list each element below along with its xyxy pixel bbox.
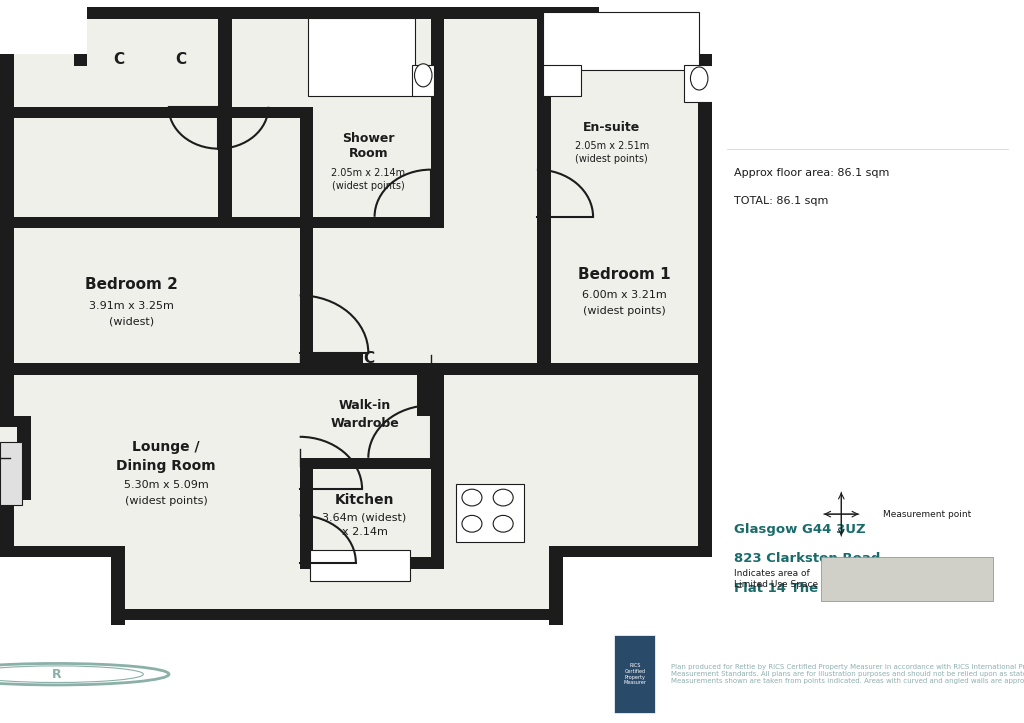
Text: 5.30m x 5.09m: 5.30m x 5.09m	[124, 480, 209, 490]
Bar	[74, 43, 87, 66]
Text: 2.05m x 2.51m: 2.05m x 2.51m	[574, 140, 649, 150]
Text: Kitchen: Kitchen	[335, 492, 394, 507]
Text: (widest): (widest)	[109, 317, 154, 327]
Bar	[112, 557, 125, 632]
Bar	[0, 546, 125, 557]
Bar	[431, 364, 698, 375]
Text: 2.05m x 2.14m: 2.05m x 2.14m	[331, 168, 406, 178]
Bar	[13, 107, 300, 119]
Text: Indicates area of
Limited Use Space: Indicates area of Limited Use Space	[733, 569, 818, 589]
Bar	[300, 107, 313, 217]
Bar	[300, 557, 444, 569]
Text: (widest points): (widest points)	[125, 496, 208, 505]
Bar	[308, 17, 415, 96]
Bar	[300, 217, 313, 364]
Wedge shape	[870, 625, 1024, 640]
Text: 6.00m x 3.21m: 6.00m x 3.21m	[582, 291, 667, 300]
Text: x 2.14m: x 2.14m	[342, 527, 387, 537]
Bar	[543, 12, 699, 70]
Text: Glasgow G44 3UZ: Glasgow G44 3UZ	[733, 523, 865, 536]
Bar	[599, 7, 613, 54]
Text: TOTAL: 86.1 sqm: TOTAL: 86.1 sqm	[733, 196, 828, 206]
Text: 3.91m x 3.25m: 3.91m x 3.25m	[89, 301, 173, 311]
Bar	[300, 458, 313, 557]
Text: En-suite: En-suite	[584, 121, 640, 134]
Bar	[0, 427, 17, 488]
Bar	[543, 65, 581, 96]
Bar	[0, 442, 23, 505]
Ellipse shape	[690, 67, 708, 90]
Text: Approx floor area: 86.1 sqm: Approx floor area: 86.1 sqm	[733, 168, 889, 178]
Bar	[0, 7, 87, 54]
Bar	[698, 7, 712, 557]
Bar	[821, 557, 993, 601]
Bar	[563, 557, 712, 632]
Bar	[313, 352, 364, 364]
Text: Room: Room	[348, 147, 388, 161]
Text: R: R	[51, 668, 61, 680]
Bar	[599, 43, 712, 54]
Text: (widest points): (widest points)	[583, 306, 666, 316]
Bar	[0, 488, 31, 500]
Bar	[613, 7, 725, 43]
Bar	[17, 416, 31, 500]
Text: Bedroom 2: Bedroom 2	[85, 278, 177, 292]
Text: Shower: Shower	[342, 132, 394, 145]
Text: (widest points): (widest points)	[575, 154, 648, 164]
Bar	[431, 458, 444, 557]
Text: Flat 14 The Fairways: Flat 14 The Fairways	[733, 582, 888, 595]
Bar	[0, 557, 112, 632]
Text: Plan produced for Rettie by RICS Certified Property Measurer in accordance with : Plan produced for Rettie by RICS Certifi…	[671, 664, 1024, 684]
Bar	[309, 550, 410, 581]
Bar	[0, 7, 13, 557]
Text: Walk-in: Walk-in	[339, 399, 391, 412]
Text: Dining Room: Dining Room	[117, 459, 216, 473]
Bar	[549, 546, 712, 557]
Text: Bedroom 1: Bedroom 1	[578, 267, 671, 282]
Text: C: C	[362, 351, 374, 366]
Text: RICS
Certified
Property
Measurer: RICS Certified Property Measurer	[624, 663, 646, 685]
Bar	[599, 7, 712, 54]
Bar	[218, 7, 232, 217]
Text: C: C	[113, 52, 124, 67]
Bar	[537, 7, 551, 364]
Bar	[614, 635, 655, 713]
Bar	[431, 7, 444, 217]
Bar	[431, 364, 444, 458]
Bar	[300, 364, 444, 375]
Bar	[13, 364, 313, 375]
Text: 3.64m (widest): 3.64m (widest)	[323, 513, 407, 523]
Bar	[412, 65, 434, 96]
Bar	[300, 458, 444, 469]
Text: (widest points): (widest points)	[332, 181, 404, 192]
Bar	[13, 217, 313, 228]
Bar	[300, 217, 444, 228]
Bar	[456, 484, 524, 542]
Bar	[0, 416, 31, 427]
Bar	[0, 43, 87, 54]
Bar	[549, 557, 563, 632]
Text: C: C	[175, 52, 186, 67]
Bar	[684, 65, 716, 101]
Bar	[417, 364, 431, 416]
Bar	[0, 7, 712, 19]
Text: Lounge /: Lounge /	[132, 440, 200, 454]
Text: Wardrobe: Wardrobe	[330, 416, 399, 429]
Ellipse shape	[415, 64, 432, 87]
Text: 823 Clarkston Road: 823 Clarkston Road	[733, 552, 880, 565]
Bar	[125, 609, 549, 620]
Text: RETTIE: RETTIE	[118, 659, 237, 689]
Text: Measurement point: Measurement point	[884, 510, 972, 518]
